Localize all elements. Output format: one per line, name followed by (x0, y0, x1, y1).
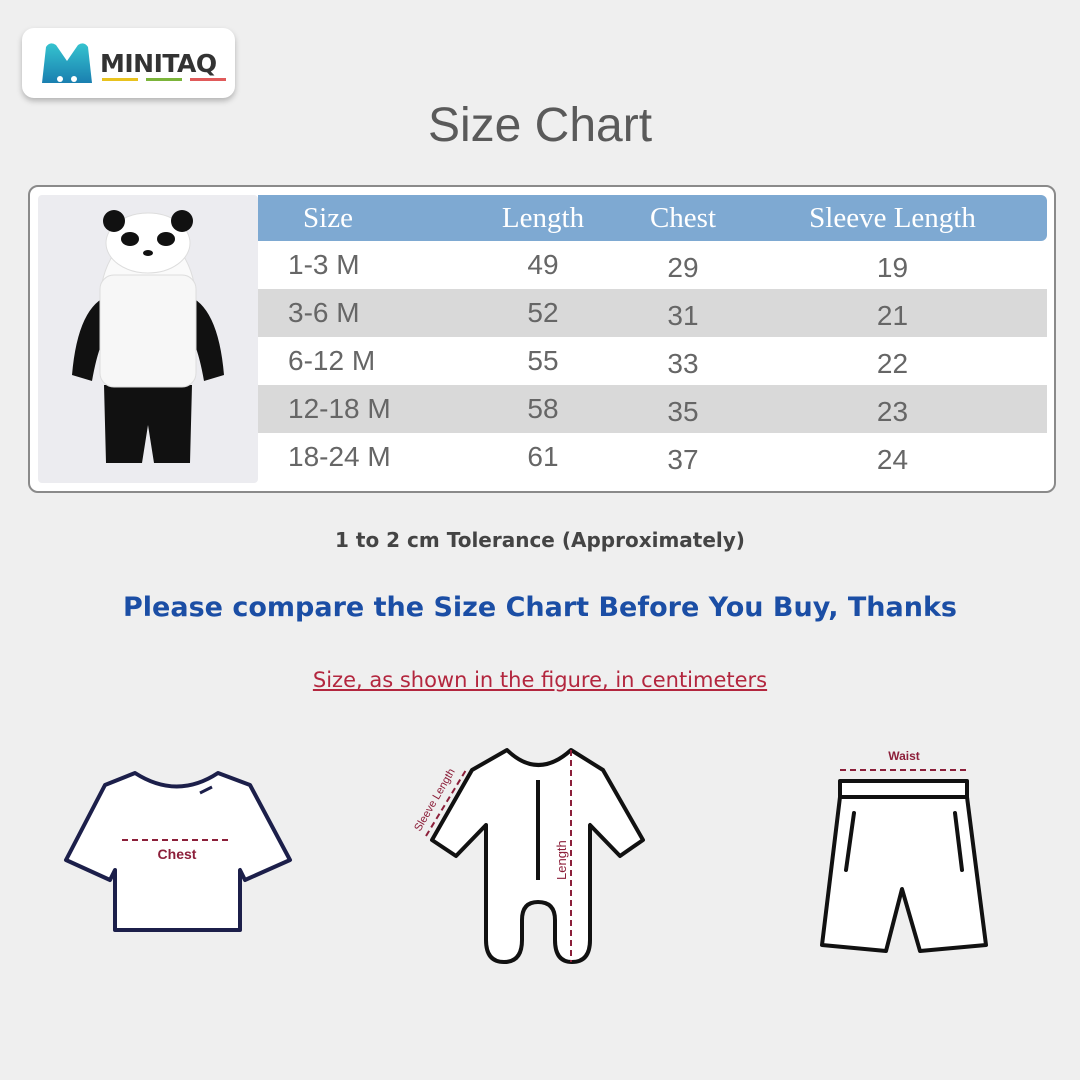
cell-sleeve: 22 (876, 348, 909, 379)
cell-chest: 31 (667, 300, 699, 331)
chest-label: Chest (158, 846, 197, 862)
header-size: Size (303, 201, 353, 234)
cell-sleeve: 24 (876, 444, 909, 475)
brand-color-bars (102, 78, 226, 81)
table-header: Size Length Chest Sleeve Length (258, 195, 1047, 241)
unit-note: Size, as shown in the figure, in centime… (312, 668, 768, 692)
cell-length: 49 (527, 249, 559, 280)
size-chart-card: Size Length Chest Sleeve Length 1-3 M 49 2… (28, 185, 1056, 493)
table-row: 18-24 M 61 37 24 (258, 433, 1047, 481)
cell-size: 12-18 M (288, 393, 391, 424)
page-title: Size Chart (427, 99, 653, 152)
cell-sleeve: 21 (876, 300, 909, 331)
size-table: Size Length Chest Sleeve Length 1-3 M 49 2… (258, 195, 1047, 481)
product-photo-panda-romper (38, 195, 258, 483)
shorts-diagram: Waist (820, 749, 988, 953)
length-label: Length (554, 840, 569, 880)
table-row: 12-18 M 58 35 23 (258, 385, 1047, 433)
cell-chest: 37 (667, 444, 699, 475)
tolerance-note: 1 to 2 cm Tolerance (Approximately) (335, 528, 745, 552)
cell-size: 18-24 M (288, 441, 391, 472)
cell-length: 52 (527, 297, 559, 328)
cell-sleeve: 23 (876, 396, 909, 427)
compare-note: Please compare the Size Chart Before You… (123, 592, 957, 623)
cell-length: 61 (527, 441, 559, 472)
tshirt-diagram: Chest (64, 771, 292, 932)
brand-logo: MINITAQ (22, 28, 235, 98)
romper-diagram: Length Sleeve Length (412, 748, 645, 964)
cell-chest: 35 (667, 396, 699, 427)
header-chest: Chest (649, 201, 717, 234)
cell-length: 58 (527, 393, 559, 424)
cell-size: 3-6 M (288, 297, 360, 328)
cell-length: 55 (527, 345, 559, 376)
table-row: 3-6 M 52 31 21 (258, 289, 1047, 337)
table-row: 1-3 M 49 29 19 (258, 241, 1047, 289)
cell-chest: 33 (667, 348, 699, 379)
header-length: Length (501, 201, 585, 234)
cell-chest: 29 (667, 252, 699, 283)
cell-size: 6-12 M (288, 345, 376, 376)
brand-name: MINITAQ (100, 48, 217, 78)
cell-sleeve: 19 (876, 252, 909, 283)
waist-label: Waist (888, 749, 920, 763)
table-row: 6-12 M 55 33 22 (258, 337, 1047, 385)
cell-size: 1-3 M (288, 249, 360, 280)
bunny-m-icon (42, 43, 92, 83)
header-sleeve-length: Sleeve Length (809, 201, 976, 234)
